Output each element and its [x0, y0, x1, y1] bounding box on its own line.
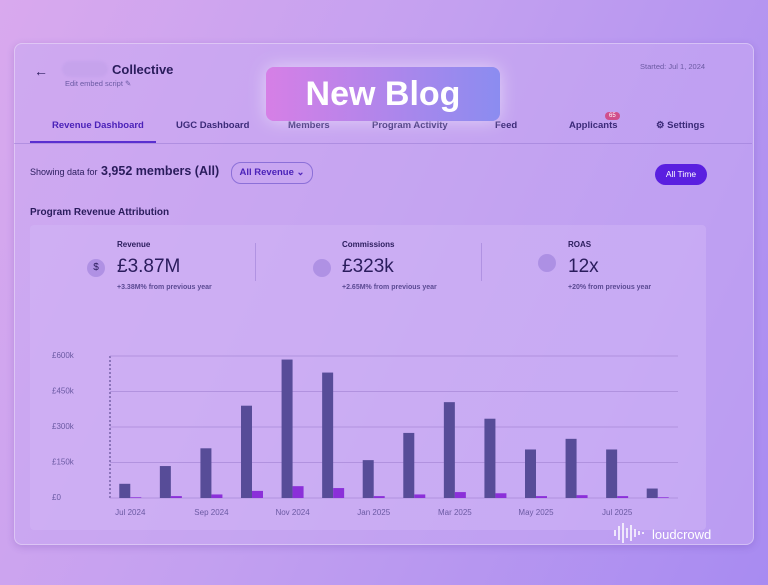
roas-icon: [538, 254, 556, 272]
tab[interactable]: Applicants: [569, 120, 618, 131]
started-date: Started: Jul 1, 2024: [640, 62, 706, 71]
bar: [495, 493, 507, 498]
tab-underline: [30, 141, 156, 143]
blog-banner: New Blog: [266, 67, 500, 121]
bar: [536, 496, 547, 498]
bar: [322, 372, 334, 498]
bar: [484, 418, 496, 498]
time-button[interactable]: All Time: [655, 164, 707, 185]
kpi-value: £323k: [342, 256, 394, 277]
tab[interactable]: Program Activity: [372, 120, 448, 131]
bar: [130, 497, 142, 498]
bar: [281, 359, 293, 498]
kpi-label: Revenue: [117, 240, 151, 249]
bar: [617, 496, 629, 498]
bar: [159, 466, 171, 498]
y-tick-label: £450k: [52, 387, 75, 396]
tab[interactable]: Feed: [495, 120, 518, 131]
bar: [170, 496, 182, 498]
bar: [454, 492, 466, 498]
bar: [657, 497, 669, 498]
kpi-change: +3.38M% from previous year: [117, 284, 212, 291]
y-tick-label: £300k: [52, 422, 75, 431]
bar: [576, 495, 588, 498]
bar: [333, 488, 345, 498]
bar: [241, 405, 252, 498]
x-tick-label: Nov 2024: [275, 508, 310, 517]
bar: [403, 432, 415, 498]
section-title: Program Revenue Attribution: [30, 207, 170, 218]
tab[interactable]: UGC Dashboard: [176, 120, 250, 131]
bar: [373, 496, 385, 498]
x-tick-label: Jul 2025: [602, 508, 633, 517]
revenue-chart: £0 £150k £300k £450k £600k Jul 2024 Sep 2024 No…: [52, 351, 678, 517]
edit-link[interactable]: Edit embed script ✎: [65, 79, 132, 88]
bar: [646, 488, 658, 498]
dropdown-text[interactable]: All Revenue: [239, 167, 294, 178]
bar: [565, 438, 577, 498]
bar: [414, 494, 426, 498]
x-tick-label: Mar 2025: [438, 508, 472, 517]
kpi-change: +20% from previous year: [568, 284, 652, 291]
bar: [362, 460, 374, 498]
tab[interactable]: Members: [288, 120, 330, 131]
revenue-dropdown[interactable]: All Revenue ⌄: [231, 162, 313, 184]
y-tick-label: £150k: [52, 458, 75, 467]
x-tick-label: Jul 2024: [115, 508, 146, 517]
y-tick-label: £600k: [52, 351, 75, 360]
x-tick-label: Jan 2025: [357, 508, 390, 517]
kpi-change: +2.65M% from previous year: [342, 284, 437, 291]
filter-prefix: Showing data for: [30, 167, 98, 177]
divider: [14, 143, 752, 144]
x-tick-label: Sep 2024: [194, 508, 229, 517]
revenue-icon: $: [87, 259, 105, 277]
bar: [606, 449, 618, 498]
bar: [443, 402, 455, 498]
commission-icon: [313, 259, 331, 277]
settings-tab[interactable]: ⚙ Settings: [656, 120, 705, 131]
tab[interactable]: Revenue Dashboard: [52, 120, 144, 131]
avatar: [62, 61, 108, 77]
brand-logo: loudcrowd: [652, 527, 712, 542]
back-arrow[interactable]: ←: [34, 63, 48, 79]
bar: [211, 494, 223, 498]
dashboard-card: [14, 43, 754, 545]
kpi-label: Commissions: [342, 240, 395, 249]
bar: [525, 449, 536, 498]
bar: [292, 486, 304, 498]
y-tick-label: £0: [52, 493, 61, 502]
kpi-divider: [255, 243, 256, 281]
brand-name: Collective: [112, 62, 174, 77]
kpi-value: 12x: [568, 256, 599, 277]
brand-logo-icon: [614, 523, 644, 543]
kpi-label: ROAS: [568, 240, 592, 249]
x-tick-label: May 2025: [518, 508, 554, 517]
bar: [200, 448, 212, 498]
bar: [252, 490, 263, 498]
applicants-badge: 65: [605, 112, 620, 120]
tab[interactable]: Settings: [667, 120, 705, 131]
member-count: 3,952 members (All): [101, 164, 220, 178]
kpi-divider: [481, 243, 482, 281]
edit-link-text[interactable]: Edit embed script: [65, 79, 123, 88]
bar: [119, 483, 131, 498]
kpi-value: £3.87M: [117, 256, 181, 277]
